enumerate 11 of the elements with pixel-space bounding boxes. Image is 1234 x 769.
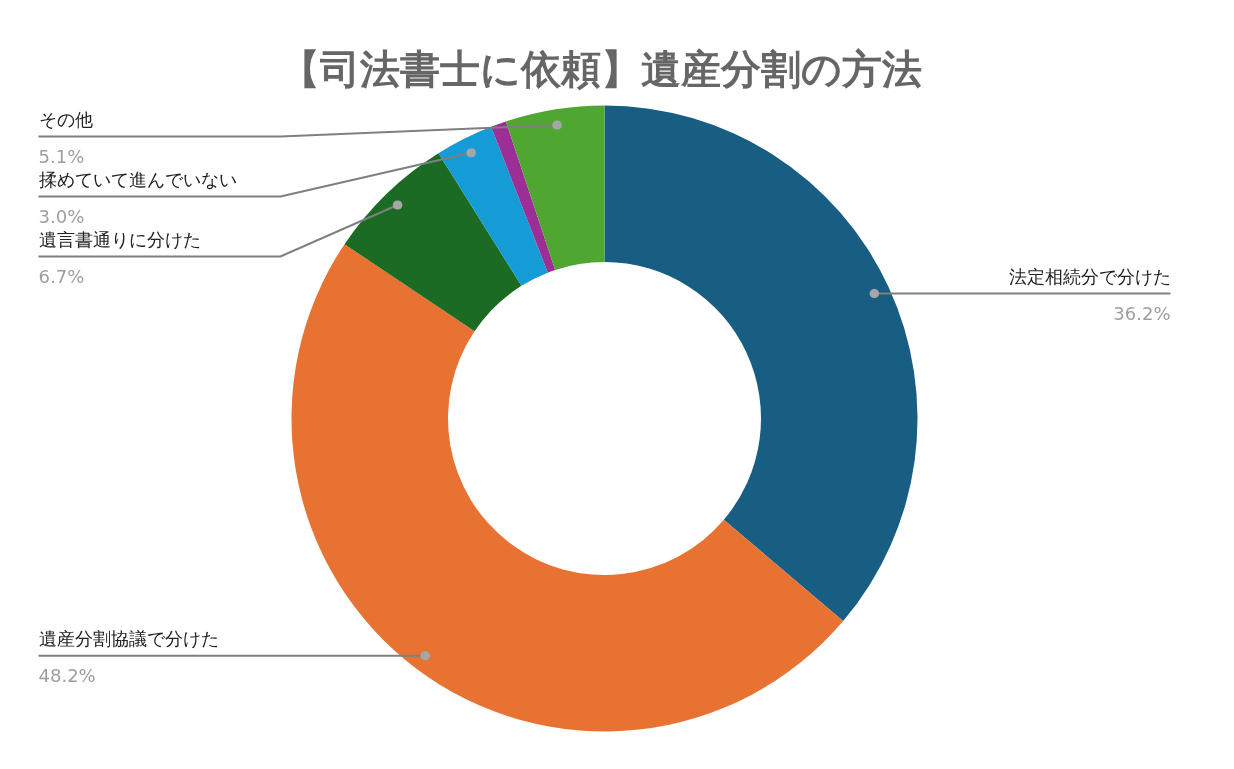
slice-label: 遺産分割協議で分けた <box>38 627 219 649</box>
data-label: 5.1% <box>38 145 85 167</box>
slice-label: 法定相続分で分けた <box>1008 265 1171 287</box>
data-label: 36.2% <box>1113 302 1171 324</box>
data-label: 48.2% <box>38 664 96 686</box>
data-label: 3.0% <box>38 205 85 227</box>
slice-label: 揉めていて進んでいない <box>38 168 237 190</box>
data-label: 6.7% <box>38 265 85 287</box>
slice-label: その他 <box>38 108 93 130</box>
chart-title: 【司法書士に依頼】遺産分割の方法 <box>279 45 922 92</box>
slice-label: 遺言書通りに分けた <box>38 228 201 250</box>
